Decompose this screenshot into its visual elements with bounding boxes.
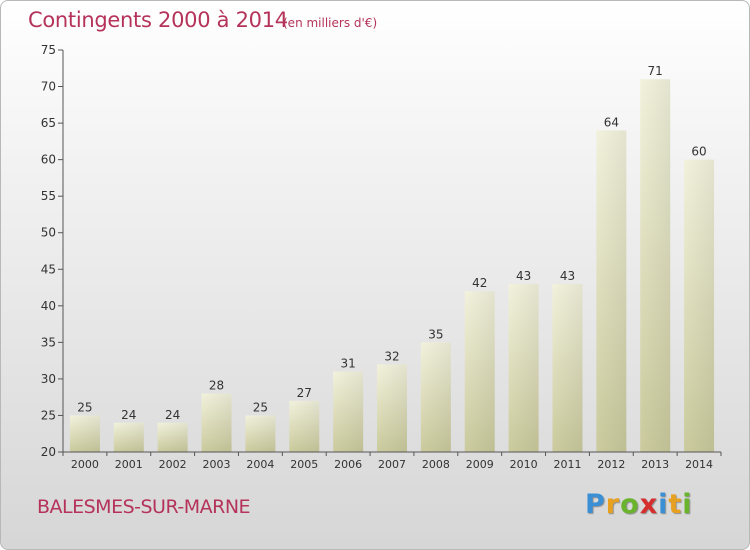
x-tick-label: 2000 — [71, 458, 99, 471]
bar-shading — [420, 342, 451, 452]
bar-value-label: 27 — [297, 386, 312, 400]
bar-shading — [289, 400, 320, 452]
x-tick-label: 2006 — [334, 458, 362, 471]
bar-value-label: 24 — [165, 408, 180, 422]
x-tick-label: 2012 — [597, 458, 625, 471]
chart-subtitle: (en milliers d'€) — [283, 16, 378, 30]
logo-letter: P — [585, 489, 606, 520]
logo-letter: i — [658, 489, 669, 520]
y-tick-label: 60 — [41, 153, 56, 167]
y-tick-label: 20 — [41, 445, 56, 459]
bar-shading — [69, 415, 100, 452]
bar-value-label: 42 — [472, 276, 487, 290]
bar-value-label: 32 — [384, 349, 399, 363]
bar-shading — [508, 283, 539, 452]
y-tick-label: 35 — [41, 335, 56, 349]
bar-value-label: 71 — [648, 64, 663, 78]
bar-value-label: 64 — [604, 115, 619, 129]
bar-shading — [640, 79, 671, 453]
y-tick-label: 40 — [41, 299, 56, 313]
y-tick-label: 30 — [41, 372, 56, 386]
logo-letter: x — [639, 489, 659, 520]
logo-letter: o — [620, 489, 640, 520]
y-tick-label: 55 — [41, 189, 56, 203]
y-tick-label: 45 — [41, 262, 56, 276]
y-tick-label: 75 — [41, 43, 56, 57]
bar-value-label: 31 — [340, 357, 355, 371]
bar-shading — [113, 422, 144, 452]
bar-shading — [464, 291, 495, 452]
logo-letter: t — [668, 489, 683, 520]
bar-value-label: 25 — [253, 400, 268, 414]
bar-value-label: 43 — [516, 269, 531, 283]
logo-letter: i — [682, 489, 693, 520]
x-tick-label: 2001 — [115, 458, 143, 471]
x-tick-label: 2007 — [378, 458, 406, 471]
bar-shading — [333, 371, 364, 452]
logo-letter: r — [605, 489, 621, 520]
bar-value-label: 24 — [121, 408, 136, 422]
x-tick-label: 2005 — [290, 458, 318, 471]
x-tick-label: 2008 — [422, 458, 450, 471]
x-tick-label: 2009 — [466, 458, 494, 471]
y-tick-label: 50 — [41, 226, 56, 240]
x-tick-label: 2014 — [685, 458, 713, 471]
proxiti-logo[interactable]: Proxiti — [585, 489, 693, 520]
bar-shading — [201, 393, 232, 452]
x-tick-label: 2013 — [641, 458, 669, 471]
bar-shading — [157, 422, 188, 452]
bar-shading — [377, 364, 407, 452]
x-tick-label: 2011 — [553, 458, 581, 471]
bar-value-label: 28 — [209, 379, 224, 393]
bar-shading — [552, 283, 583, 452]
bar-value-label: 25 — [77, 400, 92, 414]
bar-shading — [245, 415, 276, 452]
x-tick-label: 2003 — [203, 458, 231, 471]
y-tick-label: 65 — [41, 116, 56, 130]
y-tick-label: 70 — [41, 80, 56, 94]
y-tick-label: 25 — [41, 408, 56, 422]
bar-shading — [596, 130, 627, 452]
bar-value-label: 60 — [691, 145, 706, 159]
x-tick-label: 2004 — [246, 458, 274, 471]
chart-title: Contingents 2000 à 2014 — [28, 8, 288, 32]
x-tick-label: 2010 — [510, 458, 538, 471]
x-tick-label: 2002 — [159, 458, 187, 471]
bar-value-label: 35 — [428, 327, 443, 341]
bar-value-label: 43 — [560, 269, 575, 283]
bar-shading — [684, 159, 715, 453]
commune-name: BALESMES-SUR-MARNE — [37, 496, 251, 518]
